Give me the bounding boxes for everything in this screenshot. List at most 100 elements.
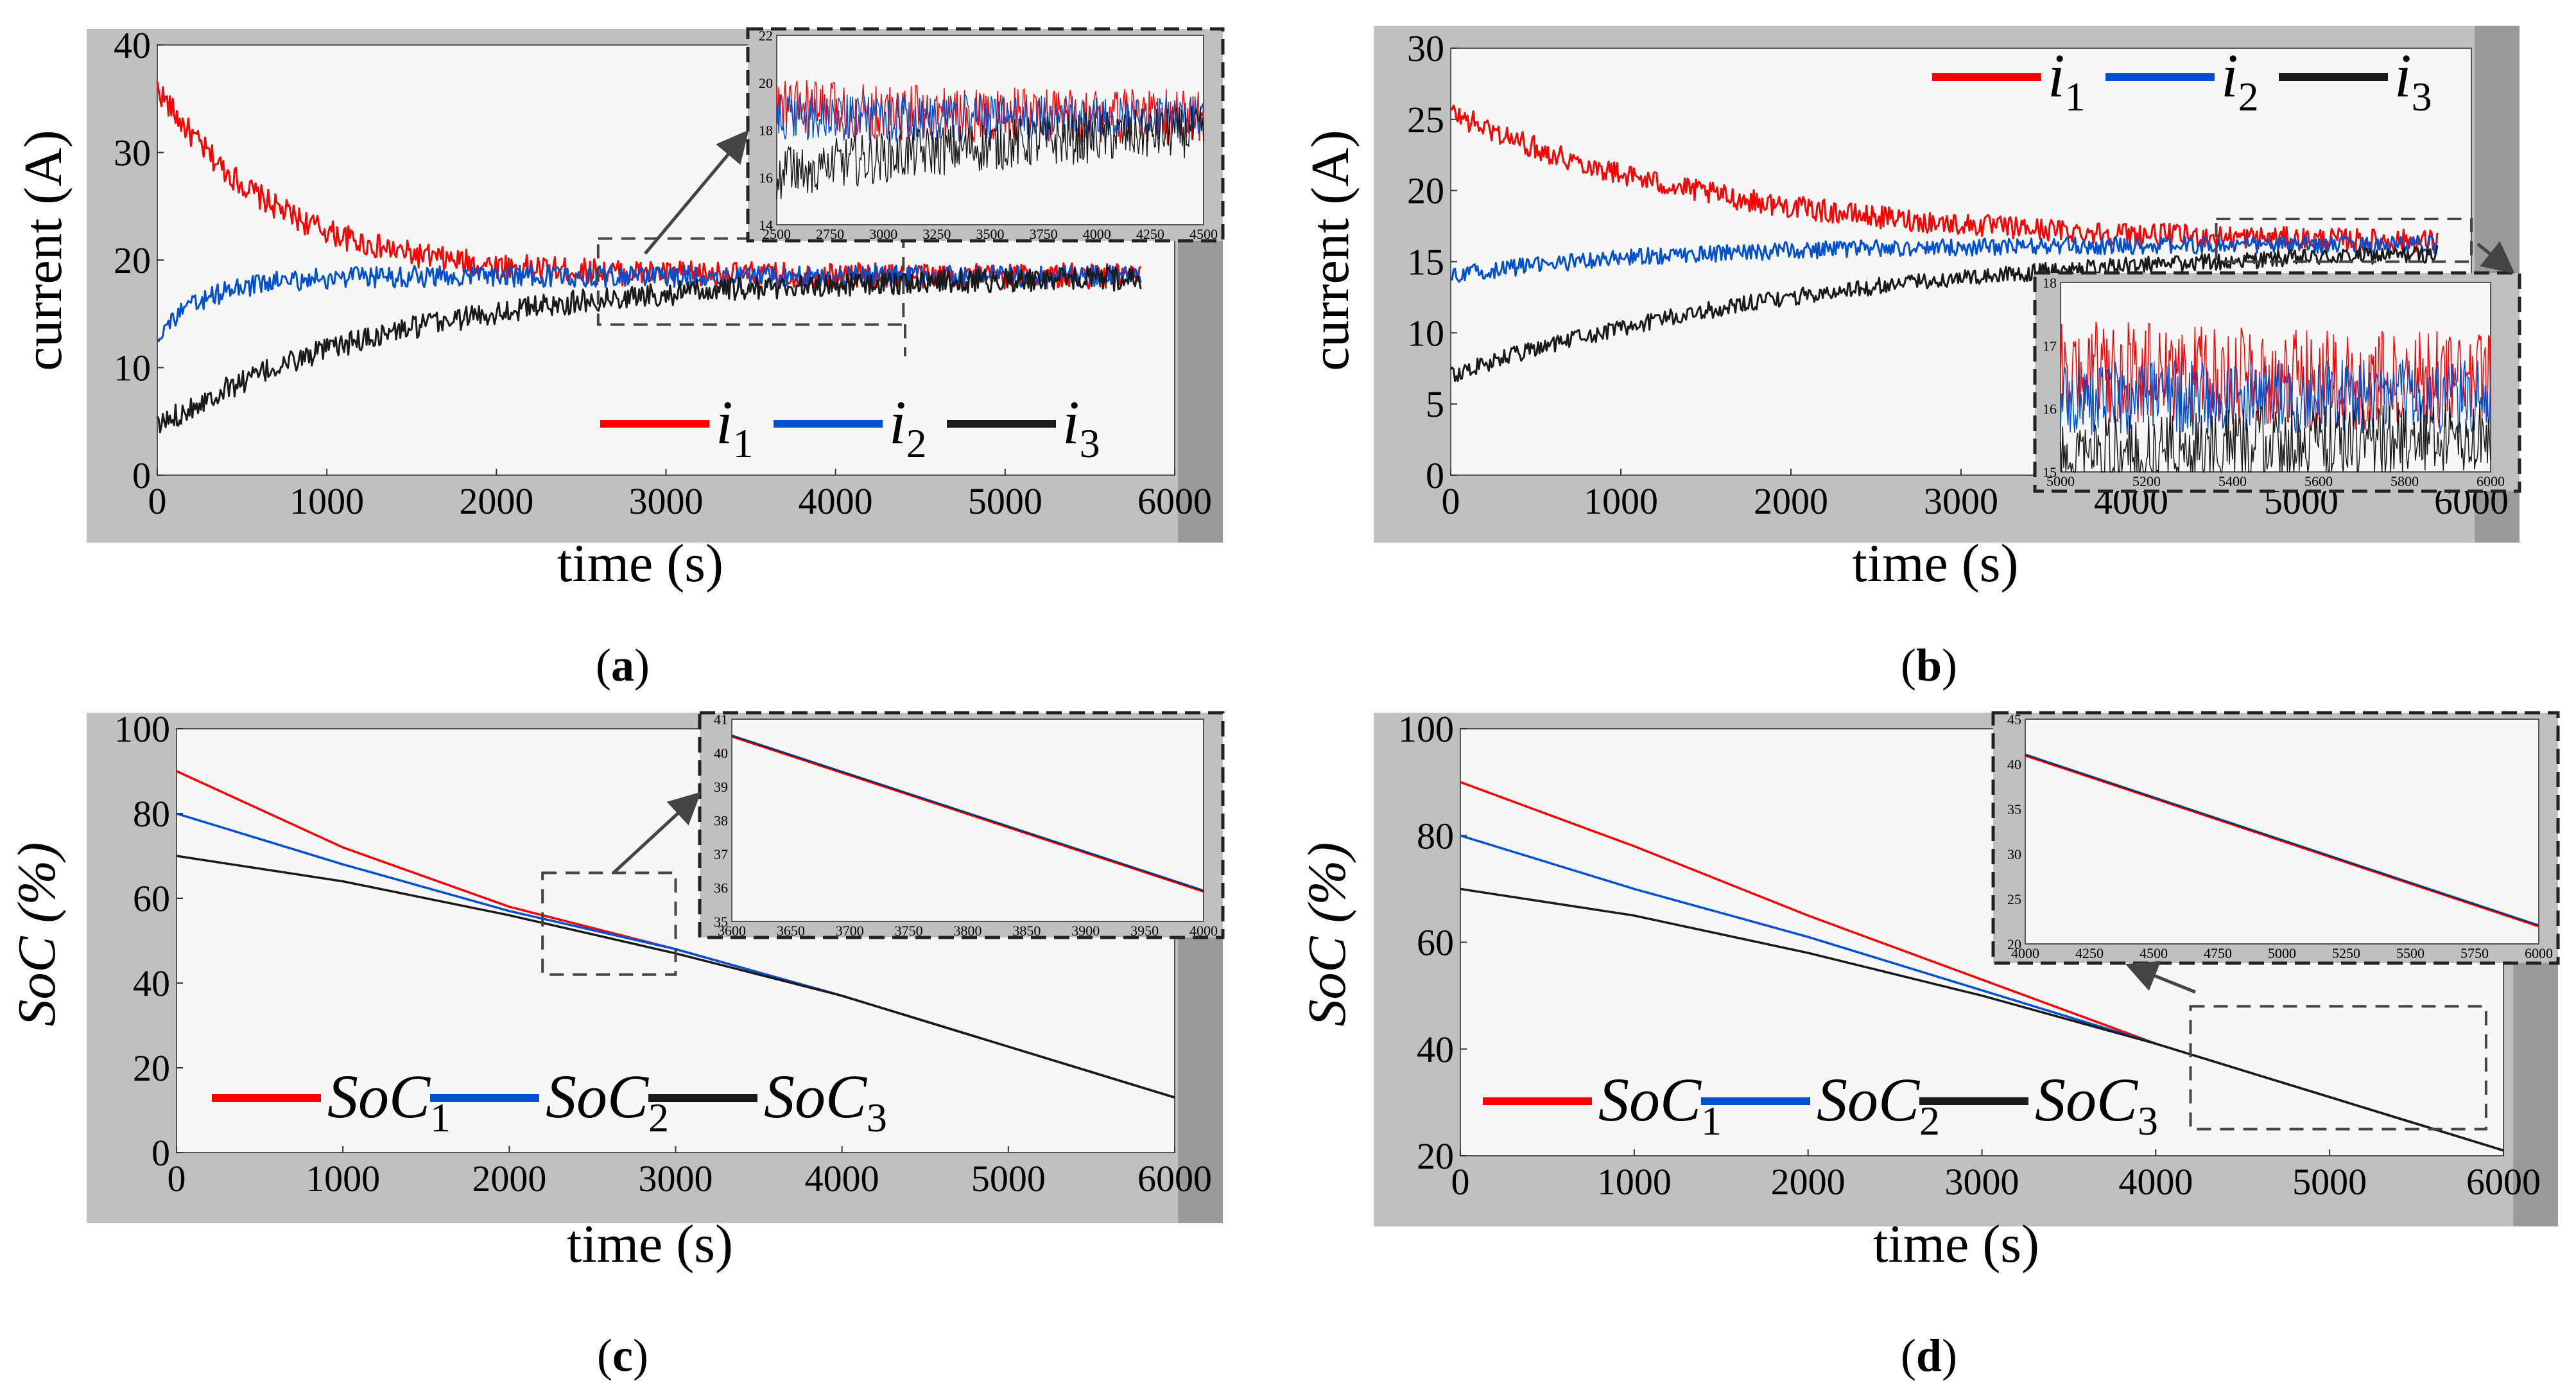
x-tick-label: 2000 <box>1754 480 1828 522</box>
y-tick-label: 40 <box>1417 1029 1454 1070</box>
inset-x-tick-label: 3500 <box>976 226 1005 242</box>
inset-x-tick-label: 3250 <box>922 226 951 242</box>
x-axis-label: time (s) <box>567 1214 733 1274</box>
inset-x-tick-label: 4500 <box>1189 226 1218 242</box>
x-tick-label: 1000 <box>306 1158 380 1199</box>
x-tick-label: 3000 <box>1945 1161 2019 1203</box>
inset-x-tick-label: 3750 <box>895 923 923 939</box>
y-axis-label: SoC (%) <box>7 842 67 1027</box>
legend-label-3: i3 <box>1062 388 1100 466</box>
inset-x-tick-label: 5200 <box>2132 473 2161 489</box>
x-tick-label: 1000 <box>1584 480 1658 522</box>
legend-label-3: SoC3 <box>764 1062 887 1140</box>
x-tick-label: 3000 <box>639 1158 713 1199</box>
x-axis-label: time (s) <box>1853 534 2019 593</box>
inset-x-tick-label: 6000 <box>2525 945 2553 961</box>
inset-x-tick-label: 4000 <box>1189 923 1218 939</box>
legend-sub: 2 <box>2238 74 2259 119</box>
series-line-i3 <box>156 266 1142 433</box>
y-tick-label: 0 <box>132 455 151 496</box>
y-tick-label: 20 <box>133 1047 170 1089</box>
x-tick-label: 0 <box>1451 1161 1470 1203</box>
inset-y-tick-label: 30 <box>2007 846 2021 862</box>
legend-sub: 1 <box>2065 74 2086 119</box>
inset-line-red <box>731 736 1204 893</box>
inset-series-i2 <box>2060 359 2491 435</box>
y-tick-label: 15 <box>1407 241 1444 283</box>
inset-y-tick-label: 36 <box>714 880 728 896</box>
inset-y-tick-label: 20 <box>2007 936 2021 952</box>
inset-y-tick-label: 35 <box>714 914 728 930</box>
inset-x-tick-label: 2750 <box>816 226 844 242</box>
y-tick-label: 100 <box>114 708 170 750</box>
inset-x-tick-label: 5000 <box>2046 473 2075 489</box>
inset-series-i1 <box>2060 321 2491 430</box>
x-axis-label: time (s) <box>1873 1214 2039 1274</box>
y-tick-label: 5 <box>1426 383 1444 425</box>
legend-label-1: i1 <box>2048 41 2086 119</box>
x-axis-label: time (s) <box>557 534 723 593</box>
panel-a: 0 1000 2000 3000 4000 5000 6000 0 10 20 30 40 time (… <box>13 24 1225 593</box>
inset-x-tick-label: 4250 <box>2075 945 2104 961</box>
legend-main: i <box>2394 41 2412 110</box>
zoom-arrow-2 <box>2477 241 2515 274</box>
x-tick-label: 2000 <box>1771 1161 1846 1203</box>
inset-y-tick-label: 37 <box>714 846 728 862</box>
legend-main: SoC <box>764 1062 867 1131</box>
inset-line-blue <box>2025 753 2539 926</box>
inset-x-tick-label: 5250 <box>2332 945 2360 961</box>
inset-x-tick-label: 3650 <box>777 923 805 939</box>
inset-y-tick-label: 17 <box>2043 338 2057 354</box>
caption-a: (a) <box>596 640 650 691</box>
x-tick-label: 5000 <box>2292 1161 2367 1203</box>
y-tick-label: 10 <box>114 347 151 389</box>
legend-sub: 1 <box>430 1095 451 1140</box>
x-tick-label: 6000 <box>1137 1158 1212 1199</box>
inset-x-tick-label: 3850 <box>1012 923 1041 939</box>
inset-x-tick-label: 3600 <box>718 923 746 939</box>
panel-b: 0 1000 2000 3000 4000 5000 6000051015202530tim… <box>1301 26 2521 593</box>
legend-main: SoC <box>2035 1065 2138 1134</box>
inset-x-tick-label: 6000 <box>2477 473 2505 489</box>
y-tick-label: 40 <box>114 24 151 66</box>
x-tick-label: 5000 <box>971 1158 1046 1199</box>
x-tick-label: 5000 <box>968 480 1042 522</box>
y-tick-label: 0 <box>151 1132 170 1174</box>
x-tick-label: 4000 <box>799 480 873 522</box>
inset-line-blue <box>731 734 1204 891</box>
legend-label-2: SoC2 <box>546 1062 669 1140</box>
zoom-box <box>541 871 677 976</box>
x-tick-label: 4000 <box>2118 1161 2193 1203</box>
legend-main: SoC <box>546 1062 649 1131</box>
y-tick-label: 100 <box>1398 708 1454 750</box>
y-tick-label: 10 <box>1407 312 1444 354</box>
inset-y-tick-label: 45 <box>2007 711 2021 727</box>
legend-label-1: SoC1 <box>1598 1065 1722 1144</box>
legend-main: i <box>1062 388 1080 457</box>
y-tick-label: 0 <box>1426 455 1444 496</box>
inset-y-tick-label: 40 <box>714 745 728 762</box>
legend-label-3: SoC3 <box>2035 1065 2158 1144</box>
inset-x-tick-label: 5600 <box>2304 473 2333 489</box>
inset-x-tick-label: 5500 <box>2396 945 2425 961</box>
inset-x-tick-label: 5000 <box>2268 945 2296 961</box>
y-tick-label: 60 <box>1417 922 1454 964</box>
legend-main: SoC <box>1817 1065 1920 1134</box>
legend-label-2: i2 <box>889 388 927 466</box>
inset-x-tick-label: 3750 <box>1030 226 1058 242</box>
y-tick-label: 25 <box>1407 99 1444 141</box>
inset-x-tick-label: 4000 <box>1083 226 1111 242</box>
inset-line-red <box>2025 755 2539 928</box>
legend-main: i <box>2048 41 2065 110</box>
inset-y-tick-label: 25 <box>2007 891 2021 907</box>
y-tick-label: 30 <box>1407 28 1444 69</box>
series-line-i1 <box>1450 104 2439 253</box>
zoom-arrow-1 <box>644 130 749 255</box>
legend-main: i <box>716 388 733 457</box>
legend-label-1: i1 <box>716 388 754 466</box>
legend-sub: 2 <box>906 421 927 466</box>
x-tick-label: 2000 <box>459 480 533 522</box>
inset-d: 4000 4250 4500 4750 5000 5250 5500 5750 6000 20 25… <box>1991 711 2560 965</box>
y-axis-label: current (A) <box>1301 130 1360 370</box>
y-tick-label: 30 <box>114 132 151 174</box>
